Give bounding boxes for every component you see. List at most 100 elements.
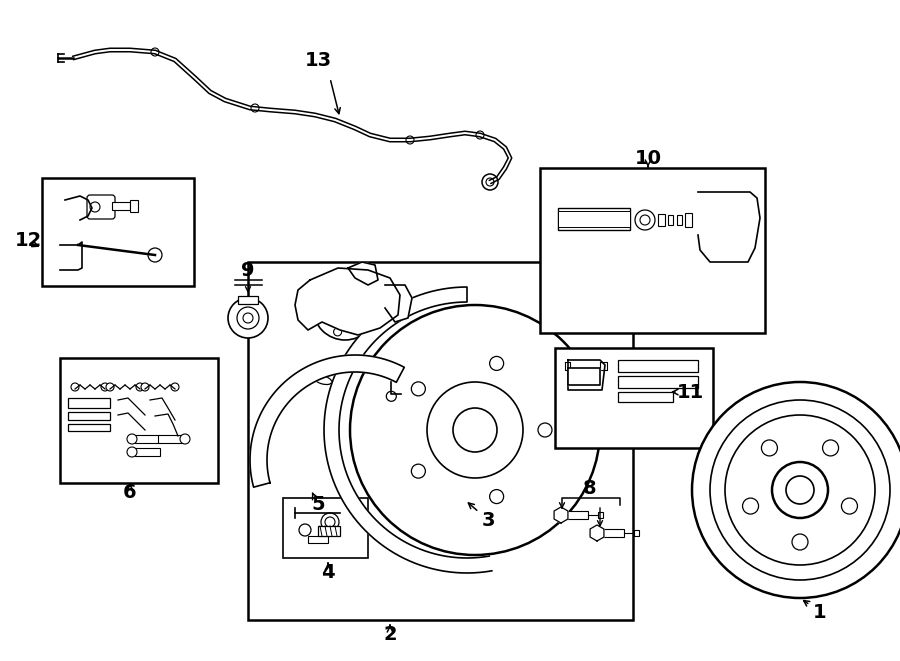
Circle shape xyxy=(321,513,339,531)
Circle shape xyxy=(538,423,552,437)
Bar xyxy=(308,536,328,543)
Circle shape xyxy=(453,408,497,452)
Circle shape xyxy=(482,174,498,190)
Polygon shape xyxy=(568,360,605,390)
Bar xyxy=(130,200,138,212)
Text: 8: 8 xyxy=(583,479,597,498)
Circle shape xyxy=(761,440,778,456)
Bar xyxy=(68,424,110,431)
Circle shape xyxy=(171,383,179,391)
Text: 6: 6 xyxy=(123,483,137,502)
Text: 11: 11 xyxy=(677,383,704,401)
Bar xyxy=(68,412,110,420)
Circle shape xyxy=(705,243,715,253)
Circle shape xyxy=(486,178,494,186)
Bar xyxy=(677,215,682,225)
Bar xyxy=(668,215,673,225)
Bar xyxy=(135,435,160,443)
Bar xyxy=(562,511,588,519)
Circle shape xyxy=(725,415,875,565)
Text: 1: 1 xyxy=(814,602,827,621)
Polygon shape xyxy=(554,507,568,523)
Bar xyxy=(540,168,765,333)
Circle shape xyxy=(490,490,504,504)
Polygon shape xyxy=(590,525,604,541)
Polygon shape xyxy=(295,268,400,335)
Bar xyxy=(558,211,630,227)
Circle shape xyxy=(299,524,311,536)
Circle shape xyxy=(151,48,159,56)
Text: 13: 13 xyxy=(304,50,331,69)
Polygon shape xyxy=(324,287,491,573)
Circle shape xyxy=(700,200,756,256)
FancyBboxPatch shape xyxy=(87,195,115,219)
Bar xyxy=(618,360,698,372)
Circle shape xyxy=(317,297,325,305)
Circle shape xyxy=(136,383,144,391)
Circle shape xyxy=(476,131,484,139)
Bar xyxy=(618,392,673,402)
Circle shape xyxy=(742,498,759,514)
Circle shape xyxy=(334,328,342,336)
Ellipse shape xyxy=(299,370,317,379)
Circle shape xyxy=(635,210,655,230)
Circle shape xyxy=(325,517,335,527)
Text: 5: 5 xyxy=(311,496,325,514)
Bar xyxy=(558,208,630,230)
Circle shape xyxy=(411,382,426,396)
Circle shape xyxy=(710,400,890,580)
Polygon shape xyxy=(250,355,404,487)
Bar xyxy=(598,512,603,518)
Bar xyxy=(685,213,692,227)
Circle shape xyxy=(101,383,109,391)
Circle shape xyxy=(313,276,377,340)
Circle shape xyxy=(106,383,114,391)
Circle shape xyxy=(141,383,149,391)
Text: 4: 4 xyxy=(321,563,335,582)
Bar xyxy=(238,296,258,304)
Text: 9: 9 xyxy=(241,260,255,280)
Circle shape xyxy=(180,434,190,444)
Bar xyxy=(60,358,218,483)
Bar xyxy=(248,262,633,620)
Circle shape xyxy=(692,382,900,598)
Polygon shape xyxy=(600,362,607,370)
Text: 7: 7 xyxy=(303,293,317,311)
Bar xyxy=(634,530,639,536)
Bar xyxy=(658,214,665,226)
Bar xyxy=(112,202,130,210)
Circle shape xyxy=(786,476,814,504)
Circle shape xyxy=(90,202,100,212)
Circle shape xyxy=(127,447,137,457)
Circle shape xyxy=(237,307,259,329)
Bar xyxy=(618,376,698,388)
Text: 3: 3 xyxy=(482,510,495,529)
Bar xyxy=(283,498,368,558)
Polygon shape xyxy=(385,285,412,322)
Circle shape xyxy=(348,280,356,288)
Circle shape xyxy=(772,462,828,518)
Bar xyxy=(68,398,110,408)
Circle shape xyxy=(823,440,839,456)
Ellipse shape xyxy=(314,375,332,385)
Circle shape xyxy=(713,213,743,243)
Circle shape xyxy=(364,311,373,319)
Bar xyxy=(318,526,340,536)
Circle shape xyxy=(228,298,268,338)
Circle shape xyxy=(792,534,808,550)
Bar xyxy=(555,348,713,448)
Circle shape xyxy=(427,382,523,478)
Text: 10: 10 xyxy=(634,149,662,167)
Bar xyxy=(598,529,624,537)
Text: 12: 12 xyxy=(14,231,41,249)
Bar xyxy=(158,435,183,443)
Bar xyxy=(135,448,160,456)
Circle shape xyxy=(740,240,750,250)
Polygon shape xyxy=(568,368,600,385)
Polygon shape xyxy=(565,362,570,370)
Circle shape xyxy=(350,305,600,555)
Circle shape xyxy=(71,383,79,391)
Polygon shape xyxy=(698,192,760,262)
Circle shape xyxy=(327,290,363,326)
Circle shape xyxy=(386,391,396,401)
